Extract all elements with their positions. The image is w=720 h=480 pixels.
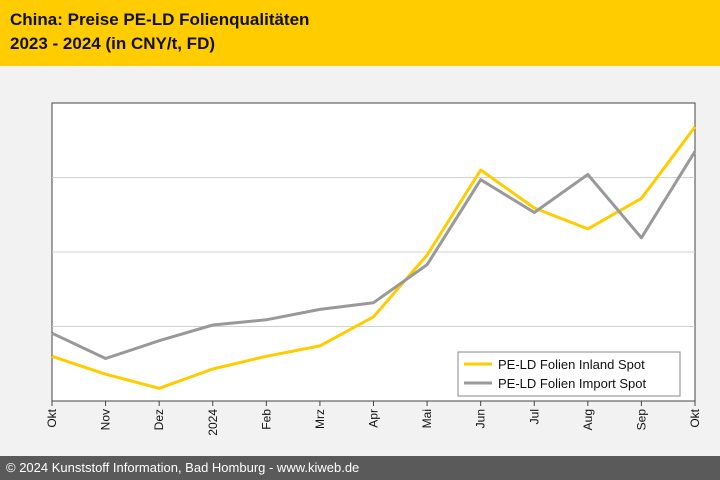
footer: © 2024 Kunststoff Information, Bad Hombu… xyxy=(0,456,720,480)
x-tick-label: Apr xyxy=(367,409,381,428)
x-tick-label: Mai xyxy=(420,409,434,428)
gridlines xyxy=(52,177,695,327)
chart-header: China: Preise PE-LD Folienqualitäten 202… xyxy=(0,0,720,66)
x-tick-label: Dez xyxy=(152,409,166,430)
legend-label-import: PE-LD Folien Import Spot xyxy=(498,376,647,391)
chart-title: China: Preise PE-LD Folienqualitäten xyxy=(10,10,310,29)
x-axis: Okt Nov Dez 2024 Feb Mrz Apr Mai Jun Jul Aug Sep Okt xyxy=(45,401,702,436)
x-tick-label: Aug xyxy=(581,409,595,430)
x-tick-label: Jul xyxy=(527,409,541,424)
series-line-inland xyxy=(51,125,697,390)
legend: PE-LD Folien Inland Spot PE-LD Folien Im… xyxy=(457,351,681,397)
x-tick-label: Jun xyxy=(474,409,488,428)
x-tick-label: Okt xyxy=(688,408,702,427)
legend-label-inland: PE-LD Folien Inland Spot xyxy=(498,357,645,372)
x-tick-label: Nov xyxy=(99,409,113,430)
x-tick-label: 2024 xyxy=(206,409,220,436)
copyright-text: © 2024 Kunststoff Information, Bad Hombu… xyxy=(6,460,360,475)
x-tick-label: Feb xyxy=(259,409,273,430)
line-chart: Okt Nov Dez 2024 Feb Mrz Apr Mai Jun Jul Aug Sep Okt… xyxy=(45,102,702,436)
x-tick-label: Mrz xyxy=(313,409,327,429)
chart-subtitle: 2023 - 2024 (in CNY/t, FD) xyxy=(10,34,216,53)
series-lines xyxy=(51,125,697,390)
x-tick-label: Sep xyxy=(634,409,648,431)
x-tick-label: Okt xyxy=(45,408,59,427)
legend-box xyxy=(457,351,681,397)
series-line-import xyxy=(51,150,697,360)
